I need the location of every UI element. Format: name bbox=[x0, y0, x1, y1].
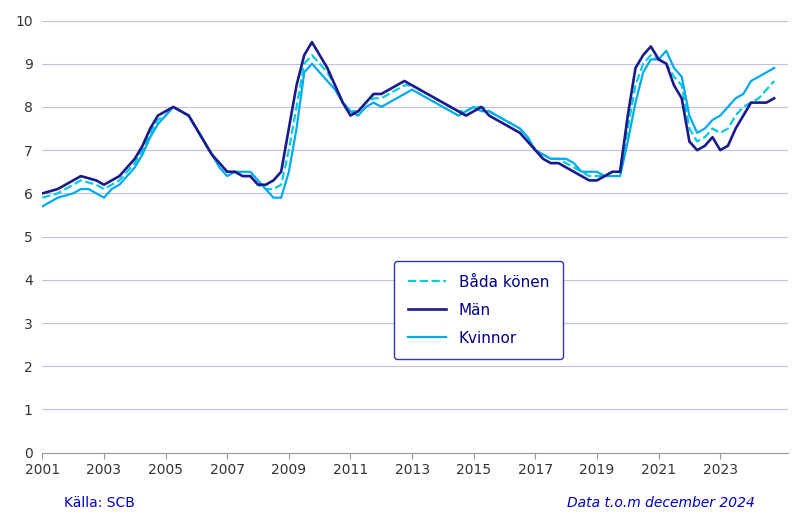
Legend: Båda könen, Män, Kvinnor: Båda könen, Män, Kvinnor bbox=[394, 261, 562, 359]
Män bbox=[137, 143, 147, 149]
Män bbox=[306, 39, 316, 45]
Kvinnor bbox=[38, 203, 47, 209]
Kvinnor bbox=[768, 65, 778, 71]
Kvinnor bbox=[407, 87, 416, 93]
Båda könen bbox=[245, 173, 255, 179]
Män bbox=[715, 147, 724, 153]
Kvinnor bbox=[430, 99, 439, 106]
Män bbox=[415, 87, 424, 93]
Text: Data t.o.m december 2024: Data t.o.m december 2024 bbox=[566, 496, 754, 510]
Kvinnor bbox=[137, 151, 147, 157]
Text: Källa: SCB: Källa: SCB bbox=[64, 496, 135, 510]
Kvinnor bbox=[715, 112, 724, 119]
Kvinnor bbox=[353, 112, 363, 119]
Män bbox=[245, 173, 255, 179]
Båda könen bbox=[415, 87, 424, 93]
Båda könen bbox=[38, 195, 47, 201]
Båda könen bbox=[768, 78, 778, 84]
Båda könen bbox=[306, 52, 316, 58]
Line: Kvinnor: Kvinnor bbox=[43, 51, 773, 206]
Kvinnor bbox=[245, 169, 255, 175]
Män bbox=[768, 95, 778, 102]
Båda könen bbox=[715, 130, 724, 136]
Män bbox=[361, 99, 371, 106]
Män bbox=[38, 190, 47, 196]
Line: Män: Män bbox=[43, 42, 773, 193]
Kvinnor bbox=[661, 48, 670, 54]
Båda könen bbox=[438, 99, 448, 106]
Line: Båda könen: Båda könen bbox=[43, 55, 773, 198]
Män bbox=[438, 99, 448, 106]
Båda könen bbox=[361, 99, 371, 106]
Båda könen bbox=[137, 147, 147, 153]
